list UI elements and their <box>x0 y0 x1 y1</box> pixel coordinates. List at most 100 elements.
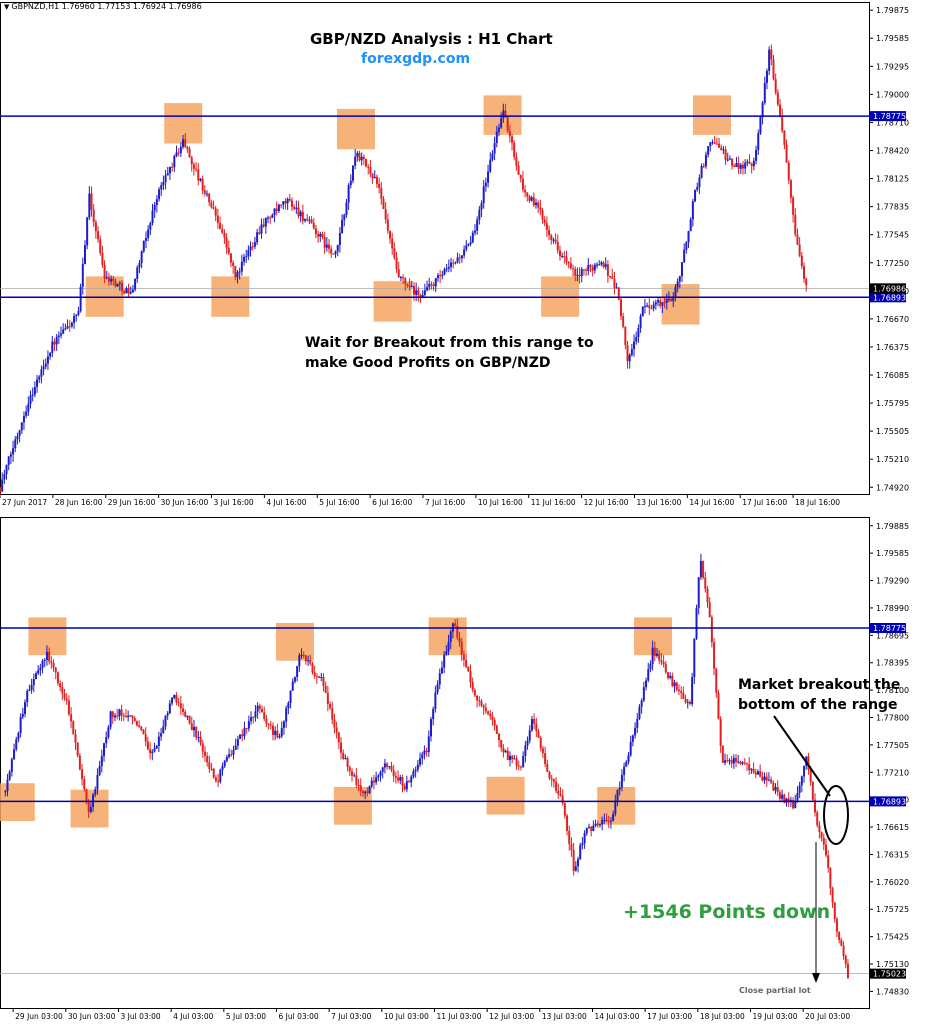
y-tick-label: 1.74830 <box>876 987 909 996</box>
candle-body <box>190 723 193 731</box>
candle-body <box>201 743 204 752</box>
candle-body <box>489 713 492 717</box>
candle-body <box>282 721 285 728</box>
x-tick-label: 18 Jul 16:00 <box>795 498 840 507</box>
candle-body <box>212 207 215 209</box>
candle-body <box>382 198 385 210</box>
candle-body <box>744 162 747 169</box>
candle-body <box>372 780 375 783</box>
candle-body <box>645 680 648 688</box>
candle-body <box>641 306 644 317</box>
candle-body <box>61 687 64 694</box>
candle-body <box>57 335 60 337</box>
candle-body <box>493 143 496 154</box>
candle-body <box>260 224 263 234</box>
candle-body <box>146 741 149 750</box>
y-tick-label: 1.78990 <box>876 604 909 613</box>
candle-body <box>27 403 30 412</box>
candle-body <box>759 117 762 134</box>
candle-body <box>502 110 505 119</box>
x-tick-label: 7 Jul 03:00 <box>331 1012 371 1021</box>
y-tick-label: 1.75725 <box>876 905 909 914</box>
candle-body <box>391 238 394 249</box>
candle-body <box>728 760 731 762</box>
y-tick-label: 1.75130 <box>876 960 909 969</box>
y-tick-label: 1.77210 <box>876 768 909 777</box>
candle-body <box>219 770 222 782</box>
candle-body <box>465 245 468 250</box>
candle-body <box>217 780 220 782</box>
candle-body <box>748 764 751 770</box>
ohlc-values: 1.76960 1.77153 1.76924 1.76986 <box>61 2 202 11</box>
candle-body <box>312 222 315 229</box>
candle-body <box>210 202 213 208</box>
level-price-label: 1.78775 <box>873 112 906 121</box>
candle-body <box>250 717 253 722</box>
candle-body <box>299 211 302 217</box>
candle-body <box>133 718 136 722</box>
candle-body <box>417 290 420 296</box>
candle-body <box>829 867 832 889</box>
candle-body <box>103 265 106 279</box>
candle-body <box>537 731 540 738</box>
candle-body <box>149 749 152 754</box>
candle-body <box>660 660 663 663</box>
candle-body <box>614 801 617 815</box>
candle-body <box>565 256 568 262</box>
candle-body <box>399 277 402 279</box>
candle-body <box>1 479 4 492</box>
candle-body <box>280 727 283 737</box>
candle-body <box>661 302 664 306</box>
candle-body <box>328 244 331 249</box>
dropdown-triangle-icon[interactable]: ▼ <box>4 3 10 11</box>
breakout-circle-icon <box>823 785 849 845</box>
candle-body <box>103 743 106 757</box>
candle-body <box>628 354 631 362</box>
candle-body <box>674 287 677 297</box>
candle-body <box>28 689 31 691</box>
candle-body <box>301 211 304 221</box>
candle-body <box>522 755 525 767</box>
candle-body <box>624 326 627 346</box>
x-tick-label: 27 Jun 2017 <box>2 498 47 507</box>
annotation-lines <box>773 715 849 983</box>
candle-body <box>330 248 333 254</box>
wait-breakout-note: Wait for Breakout from this range to mak… <box>305 333 594 373</box>
candle-body <box>613 278 616 288</box>
candle-body <box>478 700 481 702</box>
candle-body <box>835 919 838 932</box>
current-price-badge <box>870 283 906 294</box>
candle-body <box>297 207 300 217</box>
candle-body <box>500 118 503 128</box>
candle-body <box>229 253 232 263</box>
candle-body <box>443 269 446 275</box>
candle-body <box>390 766 393 771</box>
candle-body <box>214 777 217 781</box>
candle-body <box>384 209 387 220</box>
candle-body <box>765 70 768 83</box>
candle-body <box>0 487 1 492</box>
candle-body <box>706 588 709 603</box>
candle-body <box>615 287 618 289</box>
candle-body <box>393 248 396 258</box>
candle-body <box>792 197 795 215</box>
candle-body <box>75 314 78 316</box>
candle-body <box>827 855 830 868</box>
candle-body <box>676 281 679 288</box>
candle-body <box>434 278 437 287</box>
candle-body <box>325 244 328 248</box>
candle-body <box>361 791 364 794</box>
breakout-note-line-2: bottom of the range <box>738 697 898 713</box>
candle-body <box>138 263 141 268</box>
candle-body <box>383 763 386 768</box>
candle-body <box>622 316 625 327</box>
y-tick-label: 1.78125 <box>876 175 909 184</box>
candle-body <box>550 235 553 240</box>
candle-body <box>702 165 705 167</box>
candle-body <box>441 274 444 276</box>
x-tick-label: 11 Jul 16:00 <box>531 498 576 507</box>
candle-body <box>399 777 402 781</box>
candle-body <box>820 831 823 838</box>
candle-body <box>405 781 408 790</box>
candle-body <box>693 638 696 678</box>
